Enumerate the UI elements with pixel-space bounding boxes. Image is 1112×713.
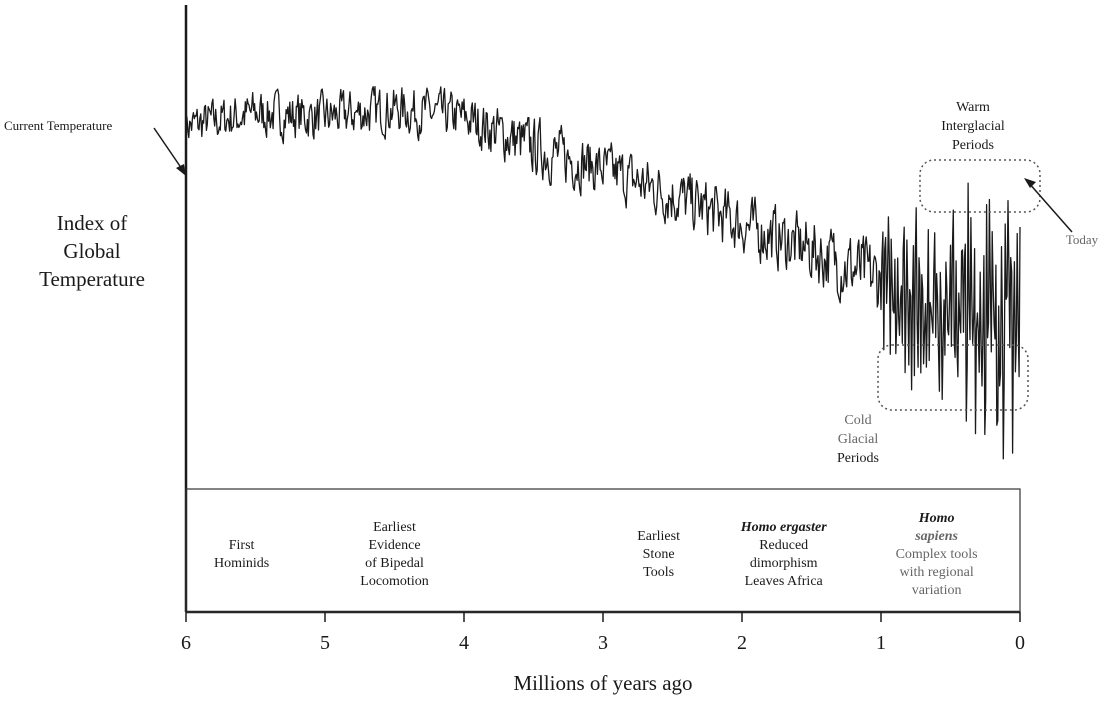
x-tick-label-1: 1: [876, 632, 886, 654]
event-homo-ergaster: Homo ergaster Reduced dimorphism Leaves Afr…: [740, 520, 827, 589]
x-tick-label-6: 6: [181, 632, 191, 654]
cold-label-line-2: Glacial: [838, 432, 879, 447]
events-text-group: First Hominids Earliest Evidence of Bipedal L…: [214, 511, 978, 598]
temperature-series-line: [185, 85, 1021, 460]
current-temperature-arrowhead: [176, 164, 186, 176]
today-arrow: [1027, 181, 1073, 233]
x-tick-label-3: 3: [598, 632, 608, 654]
warm-label-line-2: Interglacial: [941, 119, 1005, 134]
cold-label-line-3: Periods: [837, 451, 879, 466]
x-tick-label-5: 5: [320, 632, 330, 654]
warm-periods-box: [919, 159, 1041, 213]
today-label: Today: [1066, 232, 1099, 247]
x-tick-label-4: 4: [459, 632, 469, 654]
y-axis-label-line-2: Global: [63, 239, 120, 263]
x-axis-label: Millions of years ago: [513, 671, 692, 695]
event-first-hominids: First Hominids: [214, 538, 269, 571]
cold-periods-box: [877, 344, 1029, 411]
x-tick-label-0: 0: [1015, 632, 1025, 654]
x-tick-label-2: 2: [737, 632, 747, 654]
event-stone-tools: Earliest Stone Tools: [637, 529, 680, 580]
current-temperature-label: Current Temperature: [4, 118, 112, 133]
cold-label-line-1: Cold: [844, 413, 871, 428]
warm-label-line-3: Periods: [952, 138, 994, 153]
today-arrowhead: [1024, 178, 1036, 188]
warm-label-line-1: Warm: [956, 100, 990, 115]
y-axis-label-line-3: Temperature: [39, 267, 145, 291]
event-bipedal-locomotion: Earliest Evidence of Bipedal Locomotion: [360, 520, 428, 589]
x-axis-ticks: 6 5 4 3 2 1 0: [181, 612, 1025, 654]
y-axis-label-line-1: Index of: [57, 211, 128, 235]
event-homo-sapiens: Homo sapiens Complex tools with regional var…: [896, 511, 978, 598]
current-temperature-arrow: [153, 127, 185, 173]
